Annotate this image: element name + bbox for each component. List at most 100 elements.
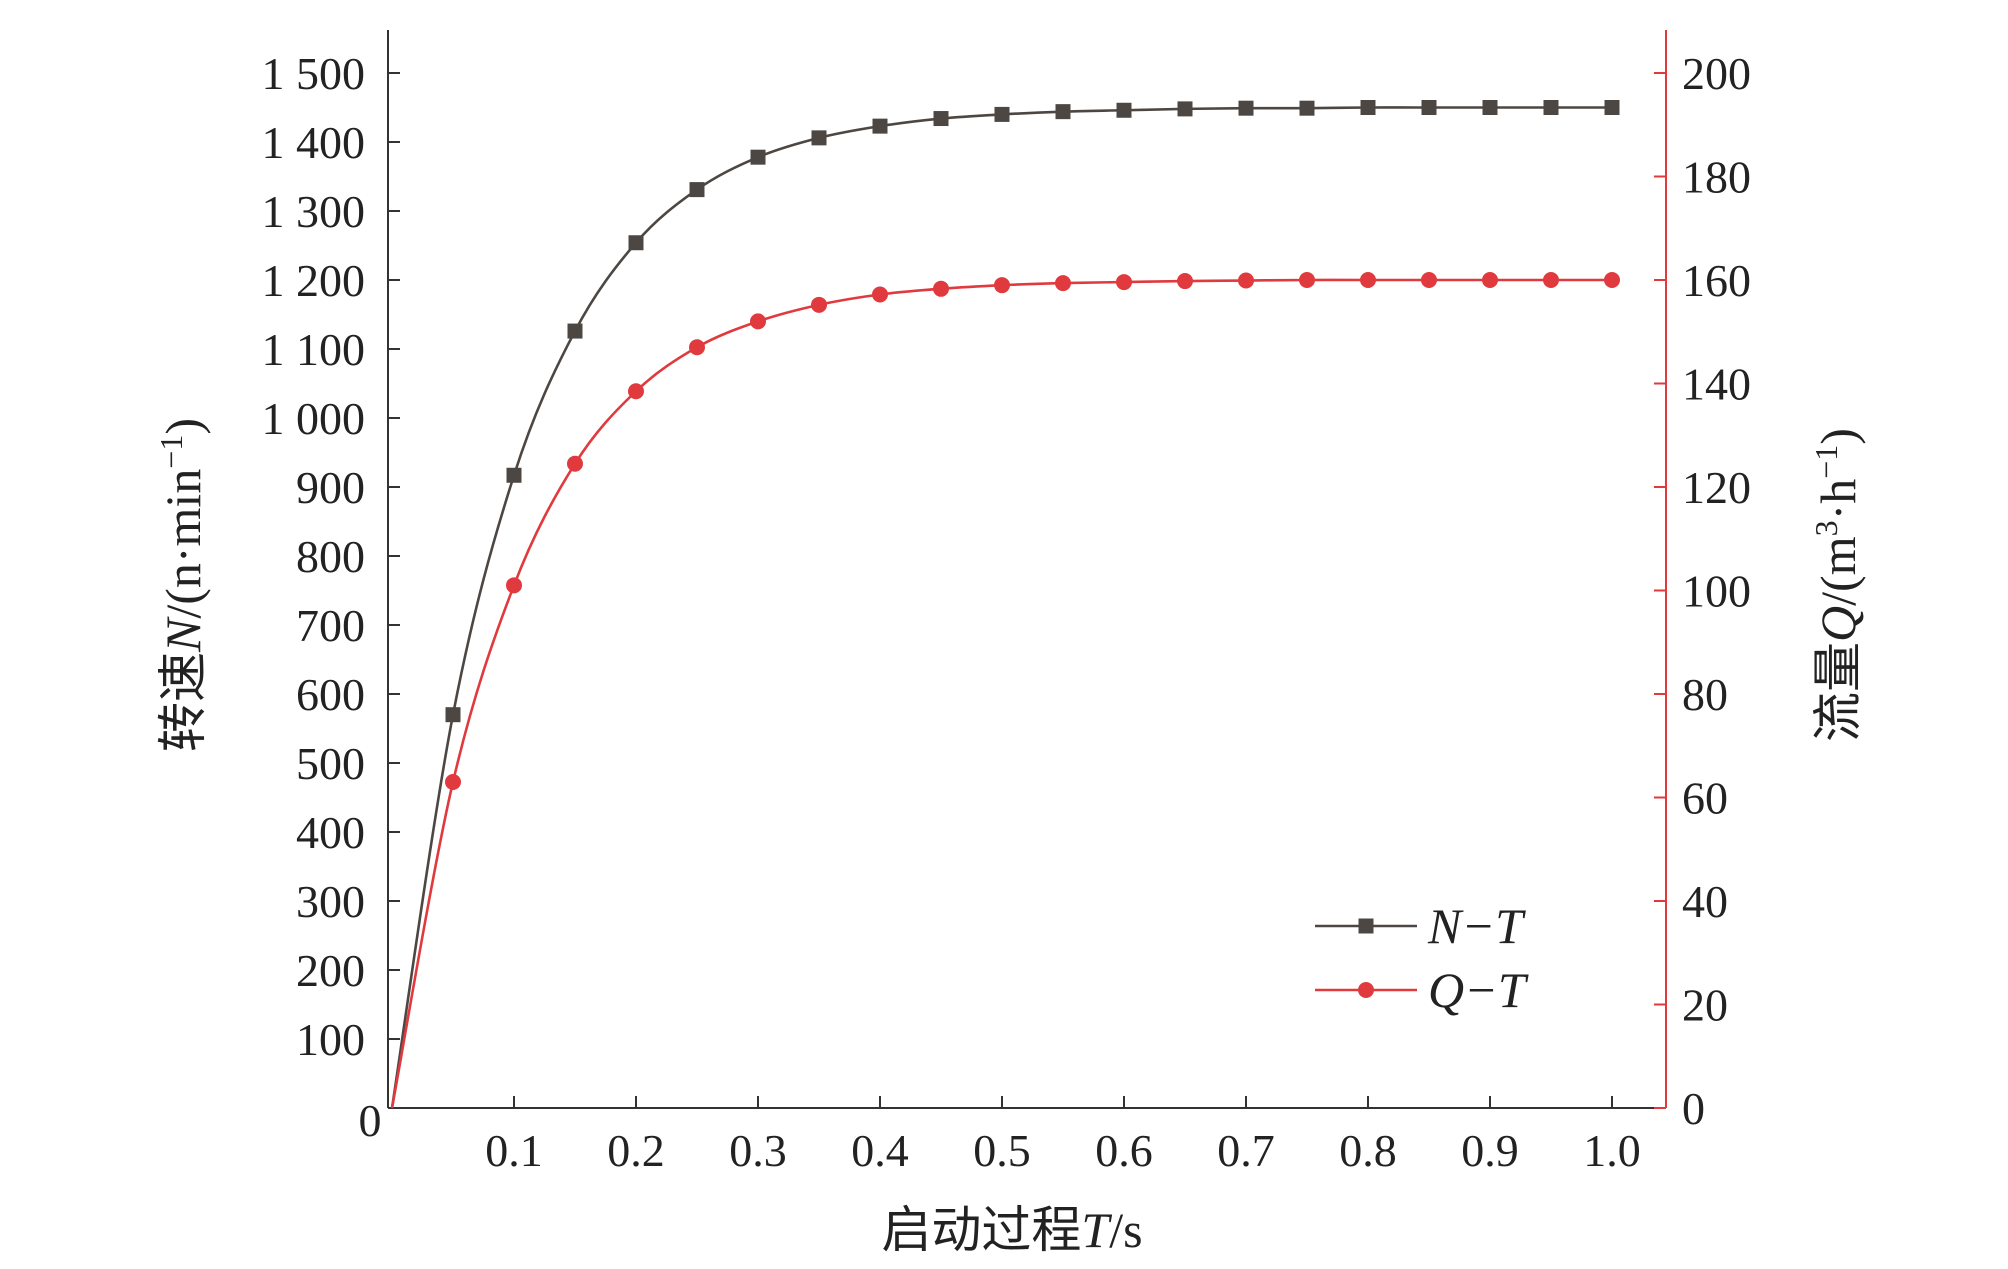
- series-2-point: [1116, 274, 1132, 291]
- right-axis-title-sup2: −1: [1808, 445, 1844, 479]
- series-2-point: [933, 280, 949, 297]
- series-2-point: [872, 286, 888, 303]
- left-y-tick-label: 1 500: [262, 48, 366, 99]
- right-y-tick-label: 160: [1682, 255, 1751, 306]
- series-1-point: [689, 182, 705, 198]
- x-tick-label: 0.4: [851, 1125, 909, 1176]
- series-2-point: [750, 313, 766, 330]
- series-2-point: [506, 577, 522, 594]
- series-1-point: [445, 707, 461, 723]
- x-tick-label: 0.2: [607, 1125, 665, 1176]
- left-axis-title-prefix: 转速: [155, 652, 211, 752]
- series-1-point: [1604, 100, 1620, 115]
- x-tick-label: 0.7: [1217, 1125, 1275, 1176]
- left-y-tick-label: 1 100: [262, 324, 366, 375]
- left-y-tick-label: 1 400: [262, 117, 366, 168]
- series-2-point: [1360, 272, 1376, 288]
- series-1-point: [994, 106, 1010, 122]
- series-1-point: [872, 118, 888, 134]
- series-1-point: [1360, 100, 1376, 115]
- left-y-tick-label: 400: [296, 807, 365, 858]
- right-y-tick-label: 60: [1682, 773, 1728, 824]
- x-axis-title-suffix: /s: [1109, 1202, 1142, 1258]
- legend-marker-1: [1358, 918, 1374, 934]
- series-2-point: [628, 383, 644, 400]
- legend: N−T Q−T: [1315, 898, 1529, 1018]
- legend-label-1: N−T: [1427, 898, 1526, 954]
- series-1-point: [1116, 102, 1132, 118]
- right-y-tick-label: 120: [1682, 462, 1751, 513]
- series-2-point: [994, 277, 1010, 294]
- series-2-point: [567, 455, 583, 472]
- series-2-point: [1421, 272, 1437, 288]
- right-axis-title-suffix: /(m: [1810, 536, 1866, 606]
- x-tick-label: 0.8: [1339, 1125, 1397, 1176]
- left-y-tick-label: 1 300: [262, 186, 366, 237]
- x-tick-label: 0.1: [485, 1125, 543, 1176]
- series-2-point: [1604, 272, 1620, 288]
- x-tick-label: 0.9: [1461, 1125, 1519, 1176]
- series-1-point: [1238, 100, 1254, 116]
- left-y-tick-label: 200: [296, 945, 365, 996]
- series-1-point: [933, 111, 949, 127]
- right-y-tick-label: 80: [1682, 669, 1728, 720]
- axes: 0.1 0.2 0.3 0.4 0.5 0.6 0.7 0.8 0.9 1.00100200300…: [262, 30, 1751, 1176]
- right-axis-title: 流量Q/(m3·h−1): [1808, 428, 1866, 742]
- origin-label: 0: [359, 1095, 382, 1146]
- left-axis-title-var: N: [155, 616, 211, 653]
- series-1-point: [567, 323, 583, 339]
- x-tick-label: 1.0: [1583, 1125, 1641, 1176]
- series-2-point: [689, 339, 705, 356]
- left-axis-title-sup: −1: [153, 435, 189, 469]
- x-axis-title: 启动过程T/s: [881, 1202, 1142, 1258]
- legend-label-2: Q−T: [1428, 962, 1529, 1018]
- left-y-tick-label: 100: [296, 1014, 365, 1065]
- right-y-tick-label: 200: [1682, 48, 1751, 99]
- series-1-point: [506, 467, 522, 483]
- left-axis-title: 转速N/(n·min−1): [153, 418, 211, 752]
- series-1-point: [628, 235, 644, 251]
- right-y-tick-label: 140: [1682, 359, 1751, 410]
- series-1-point: [750, 149, 766, 165]
- left-axis-title-suffix: /(n·min: [155, 469, 211, 619]
- series-2-point: [1482, 272, 1498, 288]
- x-tick-label: 0.6: [1095, 1125, 1153, 1176]
- legend-marker-2: [1358, 982, 1374, 998]
- left-y-tick-label: 500: [296, 738, 365, 789]
- left-y-tick-label: 1 200: [262, 255, 366, 306]
- right-y-tick-label: 40: [1682, 876, 1728, 927]
- series-1-point: [1177, 101, 1193, 117]
- series-layer: [390, 100, 1620, 1109]
- series-2-point: [1055, 275, 1071, 292]
- right-axis-title-var: Q: [1810, 606, 1866, 642]
- series-1-point: [1543, 100, 1559, 115]
- series-1-point: [1299, 100, 1315, 116]
- series-1-point: [811, 130, 827, 146]
- series-1-point: [1055, 104, 1071, 120]
- right-axis-title-close: ): [1810, 428, 1866, 445]
- x-tick-label: 0.3: [729, 1125, 787, 1176]
- left-y-tick-label: 1 000: [262, 393, 366, 444]
- left-axis-title-close: ): [155, 418, 211, 435]
- series-2-point: [445, 773, 461, 790]
- x-axis-title-var: T: [1081, 1202, 1112, 1258]
- series-1-point: [1482, 100, 1498, 115]
- series-1-point: [1421, 100, 1437, 115]
- series-2-point: [811, 296, 827, 313]
- right-y-tick-label: 20: [1682, 980, 1728, 1031]
- right-y-tick-label: 0: [1682, 1083, 1705, 1134]
- x-tick-label: 0.5: [973, 1125, 1031, 1176]
- right-axis-title-mid: ·h: [1810, 479, 1866, 521]
- x-axis-title-prefix: 启动过程: [881, 1202, 1081, 1258]
- right-y-tick-label: 100: [1682, 566, 1751, 617]
- right-y-tick-label: 180: [1682, 152, 1751, 203]
- series-2-point: [1177, 273, 1193, 290]
- right-axis-title-sup1: 3: [1808, 520, 1844, 536]
- right-axis-title-prefix: 流量: [1810, 642, 1866, 742]
- left-y-tick-label: 600: [296, 669, 365, 720]
- series-2-point: [1543, 272, 1559, 288]
- left-y-tick-label: 900: [296, 462, 365, 513]
- series-2-point: [1299, 272, 1315, 288]
